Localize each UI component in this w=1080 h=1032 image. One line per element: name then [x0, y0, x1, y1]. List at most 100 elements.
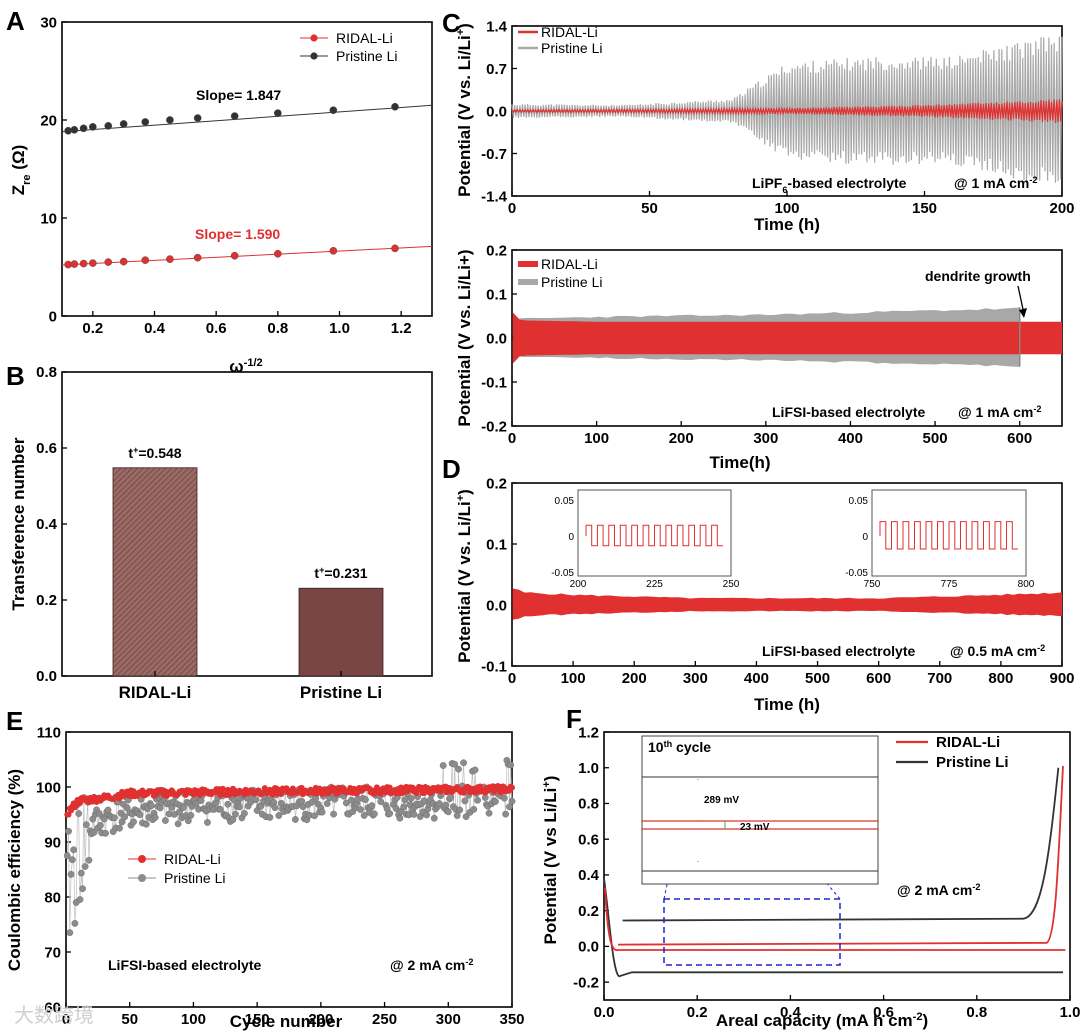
- b-ytick-label-3: 0.6: [36, 440, 57, 457]
- b-ytick-label-1: 0.2: [36, 592, 57, 609]
- e-pristine-point-5: [70, 846, 78, 854]
- f-rate-label-part-0: @ 2 mA cm: [897, 882, 972, 898]
- b-category-label-1: Pristine Li: [300, 683, 382, 702]
- f-ytick-label-2: 0.2: [578, 903, 599, 920]
- c1-y-axis-label: Potential (V vs. Li/Li+): [455, 23, 474, 197]
- e-pristine-point-306: [453, 812, 461, 819]
- c1-rate-label-part-1: -2: [1029, 175, 1037, 185]
- f-ytick-label-3: 0.4: [578, 867, 600, 884]
- e-plot-frame: [65, 731, 513, 1008]
- d-y-axis-label-part-0: Potential (V vs. Li/Li: [455, 501, 474, 663]
- e-xtick-label-6: 300: [436, 1011, 461, 1028]
- c1-y-axis-label-part-0: Potential (V vs. Li/Li: [455, 35, 474, 197]
- c1-rate-label-part-0: @ 1 mA cm: [954, 175, 1029, 191]
- d-panel-label: D: [442, 454, 461, 484]
- a-point-1-6: [141, 118, 150, 126]
- d-inset-1-ytick-1: 0: [862, 532, 868, 543]
- e-pristine-point-295: [439, 762, 447, 769]
- e-pristine-point-135: [235, 803, 243, 811]
- d-xtick-label-6: 600: [866, 670, 891, 687]
- b-panel-label: B: [6, 361, 25, 391]
- c1-xtick-label-2: 100: [774, 200, 799, 217]
- f-xtick-label-0: 0.0: [594, 1004, 615, 1021]
- e-pristine-point-344: [502, 810, 510, 818]
- f-ytick-label-0: -0.2: [573, 974, 599, 991]
- d-xtick-label-0: 0: [508, 670, 516, 687]
- a-xtick-label-0: 0.2: [82, 320, 103, 337]
- e-y-axis-label: Coulombic efficiency (%): [5, 769, 24, 971]
- f-x-axis-label-part-1: -2: [913, 1011, 923, 1023]
- c1-ytick-label-3: 0.7: [486, 61, 507, 78]
- e-pristine-point-66: [147, 802, 155, 810]
- f-inset-title: 10th cycle: [648, 739, 711, 755]
- a-point-0-4: [104, 258, 113, 266]
- c2-rate-label-part-1: -2: [1033, 404, 1041, 414]
- c1-legend-label-1: Pristine Li: [541, 40, 602, 56]
- e-xtick-label-4: 200: [308, 1011, 333, 1028]
- e-pristine-point-239: [368, 802, 376, 809]
- a-panel-label: A: [6, 6, 25, 36]
- f-rate-label-part-1: -2: [972, 882, 980, 892]
- e-pristine-point-343: [500, 794, 508, 802]
- f-ytick-label-4: 0.6: [578, 831, 599, 848]
- e-pristine-point-14: [81, 863, 89, 870]
- e-legend-label-0: RIDAL-Li: [164, 851, 221, 867]
- e-pristine-point-304: [451, 760, 459, 768]
- d-ytick-label-0: -0.1: [481, 658, 507, 675]
- a-point-0-3: [88, 259, 97, 267]
- e-pristine-point-97: [187, 811, 195, 819]
- e-ridal-point-212: [334, 790, 341, 797]
- f-inset-gap-pristine: 289 mV: [704, 795, 739, 806]
- a-x-axis-label-part-1: -1/2: [244, 357, 263, 369]
- f-legend-label-1: Pristine Li: [936, 754, 1009, 771]
- b-bar-1: [298, 587, 384, 677]
- e-pristine-point-110: [204, 819, 211, 826]
- f-inset-gap-ridal: 23 mV: [740, 822, 770, 833]
- f-y-axis-label: Potential (V vs Li/Li+): [541, 776, 560, 945]
- e-pristine-point-166: [275, 812, 283, 819]
- e-pristine-point-200: [318, 808, 326, 816]
- f-x-axis-label-part-0: Areal capacity (mA h cm: [716, 1011, 913, 1030]
- e-pristine-point-69: [151, 814, 159, 821]
- d-xtick-label-3: 300: [683, 670, 708, 687]
- a-point-0-8: [193, 253, 202, 262]
- b-value-label-0-part-0: t: [128, 445, 133, 461]
- c2-rate-label-part-0: @ 1 mA cm: [958, 404, 1033, 420]
- f-ytick-label-5: 0.8: [578, 796, 599, 813]
- a-ytick-label-0: 0: [49, 308, 57, 325]
- a-point-0-12: [391, 244, 399, 253]
- d-xtick-label-8: 800: [988, 670, 1013, 687]
- e-rate-label: @ 2 mA cm-2: [390, 957, 473, 973]
- f-y-axis-label-part-2: ): [541, 776, 560, 782]
- f-inset-title-part-2: cycle: [672, 739, 711, 755]
- c2-legend-label-0: RIDAL-Li: [541, 256, 598, 272]
- d-inset-0-xtick-1: 225: [646, 579, 663, 590]
- e-pristine-point-87: [174, 820, 182, 828]
- a-point-1-3: [88, 123, 97, 131]
- c1-ytick-label-2: 0.0: [486, 103, 507, 120]
- e-pristine-point-148: [252, 796, 260, 804]
- e-pristine-point-230: [356, 806, 364, 813]
- f-xtick-label-5: 1.0: [1060, 1004, 1080, 1021]
- e-pristine-point-77: [161, 817, 169, 824]
- e-pristine-point-312: [461, 797, 469, 805]
- e-pristine-point-270: [407, 794, 415, 802]
- e-pristine-point-241: [370, 810, 378, 818]
- e-x-axis-label: Cycle number: [230, 1012, 343, 1031]
- e-pristine-point-253: [386, 810, 394, 817]
- b-value-label-0-part-2: =0.548: [138, 445, 181, 461]
- f-xtick-label-2: 0.4: [780, 1004, 802, 1021]
- d-y-axis-label-part-1: +: [455, 495, 467, 501]
- panel-f: 0.0 0.2 0.4 0.6 0.8 1.0 -0.2 0.0 0.2 0.4 0.6 0.8 1.0…: [541, 704, 1080, 1030]
- a-x-axis-label: ω-1/2: [229, 357, 262, 376]
- d-inset-0-ytick-1: 0: [568, 532, 574, 543]
- panel-a: 0.2 0.4 0.6 0.8 1.0 1.2 0 10 20 30 Aω-1/2 Zre (Ω) Sl…: [6, 6, 433, 376]
- a-ytick-label-3: 30: [40, 14, 57, 31]
- e-ridal-point-340: [497, 789, 504, 796]
- a-xtick-label-1: 0.4: [144, 320, 166, 337]
- e-pristine-point-15: [82, 821, 90, 829]
- a-y-axis-label-part-1: re: [21, 174, 33, 184]
- c2-electrolyte-label: LiFSI-based electrolyte: [772, 404, 925, 420]
- e-ridal-point-253: [386, 784, 393, 791]
- a-slope-pristine: Slope= 1.847: [196, 87, 281, 103]
